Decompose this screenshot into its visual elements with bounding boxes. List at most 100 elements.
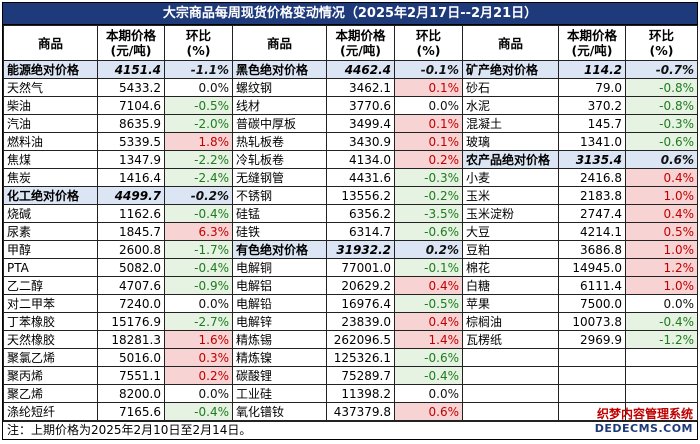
commodity-price: 8635.9 xyxy=(97,114,165,133)
commodity-price: 2183.8 xyxy=(558,186,626,205)
commodity-name: 乙二醇 xyxy=(3,276,98,295)
commodity-price: 4707.6 xyxy=(97,276,165,295)
commodity-change: -0.8% xyxy=(625,78,698,97)
section-change: 0.2% xyxy=(394,240,463,259)
header-change: 环比 (%) xyxy=(164,25,233,61)
commodity-price: 6314.7 xyxy=(326,222,395,241)
commodity-price: 11398.2 xyxy=(326,384,395,403)
table-row: 乙二醇 4707.6 -0.9% 电解铝 20629.2 0.4% 白糖 6111.4 1.0% xyxy=(3,276,698,295)
table-row: 焦煤 1347.9 -2.2% 冷轧板卷 4134.0 0.2% 农产品绝对价格 3135.4… xyxy=(3,150,698,169)
commodity-change: -0.6% xyxy=(394,222,463,241)
commodity-name: 普碳中厚板 xyxy=(232,114,327,133)
commodity-price: 15176.9 xyxy=(97,312,165,331)
section-price: 3135.4 xyxy=(558,150,626,169)
watermark-logo: 织梦内容管理系统 DEDECMS.COM xyxy=(569,407,693,437)
commodity-name: 冷轧板卷 xyxy=(232,150,327,169)
commodity-name: 聚丙烯 xyxy=(3,366,98,385)
commodity-price: 1347.9 xyxy=(97,150,165,169)
commodity-name: 硅铁 xyxy=(232,222,327,241)
commodity-price: 1416.4 xyxy=(97,168,165,187)
commodity-price: 6111.4 xyxy=(558,276,626,295)
section-change: -1.1% xyxy=(164,60,233,79)
section-change: -0.2% xyxy=(164,186,233,205)
empty-cell xyxy=(462,366,559,385)
commodity-name: 聚氯乙烯 xyxy=(3,348,98,367)
commodity-name: 不锈钢 xyxy=(232,186,327,205)
commodity-name: 聚乙烯 xyxy=(3,384,98,403)
commodity-change: -0.8% xyxy=(625,96,698,115)
commodity-name: 焦炭 xyxy=(3,168,98,187)
commodity-name: 丁苯橡胶 xyxy=(3,312,98,331)
commodity-change: 0.1% xyxy=(394,114,463,133)
commodity-name: 电解铅 xyxy=(232,294,327,313)
commodity-change: 0.0% xyxy=(164,294,233,313)
table-row: 燃料油 5339.5 1.8% 热轧板卷 3430.9 0.1% 玻璃 1341.0 -0.6% xyxy=(3,132,698,151)
commodity-name: 螺纹钢 xyxy=(232,78,327,97)
commodity-change: -0.4% xyxy=(625,312,698,331)
commodity-name: 精炼锡 xyxy=(232,330,327,349)
section-change: 0.6% xyxy=(625,150,698,169)
commodity-name: 无缝钢管 xyxy=(232,168,327,187)
commodity-change: -0.5% xyxy=(164,96,233,115)
commodity-name: 瓦楞纸 xyxy=(462,330,559,349)
commodity-name: 小麦 xyxy=(462,168,559,187)
commodity-change: 0.4% xyxy=(625,168,698,187)
section-name: 能源绝对价格 xyxy=(3,60,98,79)
commodity-change: -2.0% xyxy=(164,114,233,133)
section-price: 4462.4 xyxy=(326,60,395,79)
commodity-name: 燃料油 xyxy=(3,132,98,151)
section-price: 31932.2 xyxy=(326,240,395,259)
table-row: 聚乙烯 8200.0 0.0% 工业硅 11398.2 0.0% xyxy=(3,384,698,403)
commodity-price: 370.2 xyxy=(558,96,626,115)
commodity-change: 0.0% xyxy=(625,294,698,313)
commodity-price: 1845.7 xyxy=(97,222,165,241)
commodity-name: 水泥 xyxy=(462,96,559,115)
empty-cell xyxy=(625,366,698,385)
commodity-name: 砂石 xyxy=(462,78,559,97)
footnote: 注：上期价格为2025年2月10日至2月14日。 xyxy=(3,421,697,439)
header-price: 本期价格 (元/吨) xyxy=(326,25,395,61)
empty-cell xyxy=(462,384,559,403)
commodity-price: 2969.9 xyxy=(558,330,626,349)
empty-cell xyxy=(625,402,698,421)
commodity-name: 汽油 xyxy=(3,114,98,133)
commodity-price: 3686.8 xyxy=(558,240,626,259)
commodity-change: 0.2% xyxy=(394,150,463,169)
commodity-name: 尿素 xyxy=(3,222,98,241)
commodity-change: 1.0% xyxy=(625,276,698,295)
commodity-change: 0.1% xyxy=(394,78,463,97)
table-row: 烧碱 1162.6 -0.4% 硅锰 6356.2 -3.5% 玉米淀粉 2747.4 0.4% xyxy=(3,204,698,223)
commodity-price: 77001.0 xyxy=(326,258,395,277)
commodity-price: 10073.8 xyxy=(558,312,626,331)
commodity-price: 1162.6 xyxy=(97,204,165,223)
empty-cell xyxy=(558,348,626,367)
commodity-name: 玉米 xyxy=(462,186,559,205)
commodity-name: 工业硅 xyxy=(232,384,327,403)
commodity-price: 3770.6 xyxy=(326,96,395,115)
commodity-name: 天然气 xyxy=(3,78,98,97)
table-row: 聚丙烯 7551.1 0.2% 碳酸锂 75289.7 -0.4% xyxy=(3,366,698,385)
watermark-line1: 织梦内容管理系统 xyxy=(596,407,693,421)
commodity-price: 2416.8 xyxy=(558,168,626,187)
commodity-name: 线材 xyxy=(232,96,327,115)
section-name: 有色绝对价格 xyxy=(232,240,327,259)
commodity-name: 玉米淀粉 xyxy=(462,204,559,223)
commodity-change: 0.6% xyxy=(394,402,463,421)
commodity-change: -0.3% xyxy=(625,114,698,133)
commodity-price: 3499.4 xyxy=(326,114,395,133)
commodity-change: 0.2% xyxy=(164,366,233,385)
commodity-name: 白糖 xyxy=(462,276,559,295)
commodity-change: 0.0% xyxy=(394,96,463,115)
table-row: 柴油 7104.6 -0.5% 线材 3770.6 0.0% 水泥 370.2 -0.8% xyxy=(3,96,698,115)
commodity-change: 0.0% xyxy=(164,78,233,97)
empty-cell xyxy=(625,384,698,403)
section-price: 4499.7 xyxy=(97,186,165,205)
commodity-change: 0.5% xyxy=(625,222,698,241)
commodity-change: -2.2% xyxy=(164,150,233,169)
section-change: -0.7% xyxy=(625,60,698,79)
commodity-change: -0.6% xyxy=(625,132,698,151)
commodity-name: 大豆 xyxy=(462,222,559,241)
commodity-price: 14945.0 xyxy=(558,258,626,277)
commodity-price: 8200.0 xyxy=(97,384,165,403)
header-change: 环比 (%) xyxy=(625,25,698,61)
